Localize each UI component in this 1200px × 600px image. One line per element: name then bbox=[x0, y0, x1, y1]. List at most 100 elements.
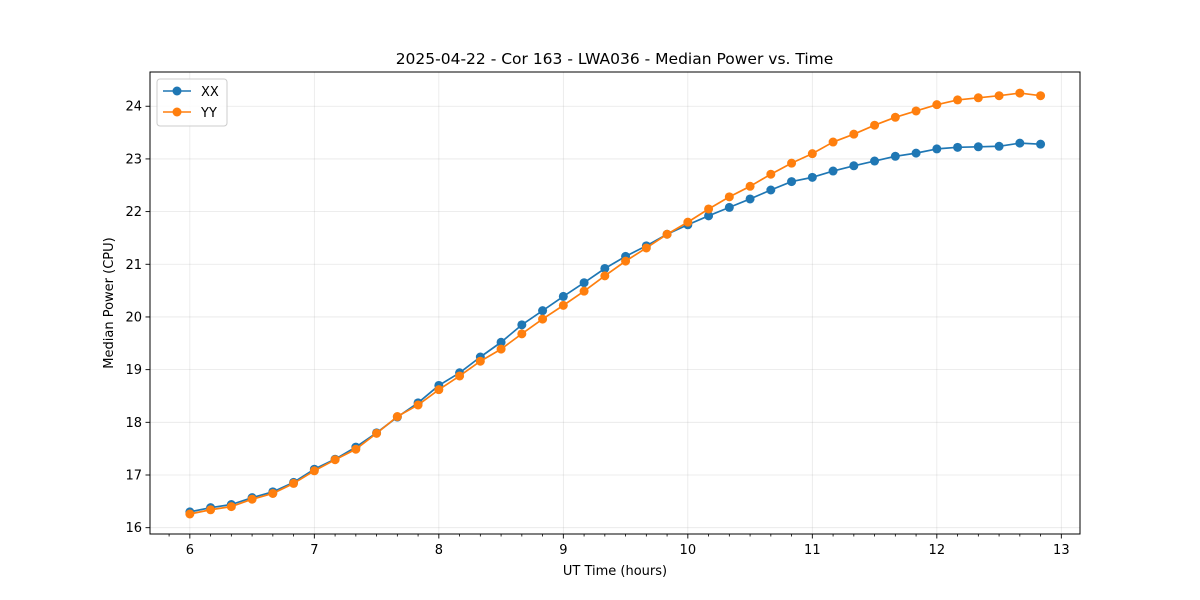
data-point-xx bbox=[558, 291, 568, 301]
y-axis: 16 17 18 19 20 21 22 23 24 bbox=[125, 100, 150, 536]
data-point-xx bbox=[828, 166, 838, 176]
y-tick-label: 16 bbox=[125, 521, 142, 536]
data-point-yy bbox=[185, 509, 195, 519]
data-point-xx bbox=[890, 151, 900, 161]
data-point-yy bbox=[890, 112, 900, 122]
data-point-xx bbox=[704, 211, 714, 221]
x-tick-label: 12 bbox=[929, 543, 946, 558]
y-tick-label: 22 bbox=[125, 205, 142, 220]
data-point-yy bbox=[330, 455, 340, 465]
data-point-yy bbox=[828, 137, 838, 147]
data-point-yy bbox=[807, 149, 817, 159]
x-tick-label: 13 bbox=[1053, 543, 1070, 558]
data-point-yy bbox=[475, 356, 485, 366]
y-axis-label: Median Power (CPU) bbox=[102, 237, 117, 368]
y-tick-label: 23 bbox=[125, 152, 142, 167]
data-point-yy bbox=[309, 466, 319, 476]
series-layer bbox=[185, 88, 1046, 519]
data-point-yy bbox=[579, 286, 589, 296]
data-point-xx bbox=[579, 278, 589, 288]
data-point-yy bbox=[683, 217, 693, 227]
y-tick-label: 24 bbox=[125, 100, 142, 115]
data-point-yy bbox=[558, 300, 568, 310]
data-point-yy bbox=[849, 129, 859, 139]
data-point-xx bbox=[994, 141, 1004, 151]
data-point-yy bbox=[1015, 88, 1025, 98]
legend-label-yy: YY bbox=[200, 106, 217, 121]
data-point-xx bbox=[973, 142, 983, 152]
data-point-yy bbox=[434, 385, 444, 395]
data-point-yy bbox=[766, 169, 776, 179]
x-tick-label: 7 bbox=[310, 543, 318, 558]
chart-title: 2025-04-22 - Cor 163 - LWA036 - Median P… bbox=[396, 50, 834, 68]
x-tick-label: 6 bbox=[186, 543, 194, 558]
data-point-yy bbox=[724, 192, 734, 202]
data-point-yy bbox=[787, 158, 797, 168]
legend-label-xx: XX bbox=[201, 85, 219, 100]
y-tick-label: 21 bbox=[125, 258, 142, 273]
data-point-yy bbox=[1036, 91, 1046, 101]
data-point-xx bbox=[1036, 139, 1046, 149]
grid-lines bbox=[150, 72, 1080, 534]
data-point-yy bbox=[247, 494, 257, 504]
data-point-xx bbox=[787, 177, 797, 187]
data-point-xx bbox=[911, 148, 921, 158]
data-point-yy bbox=[496, 344, 506, 354]
data-point-yy bbox=[392, 412, 402, 422]
data-point-yy bbox=[932, 100, 942, 110]
data-point-yy bbox=[662, 229, 672, 239]
data-point-yy bbox=[911, 106, 921, 116]
data-point-yy bbox=[289, 478, 299, 488]
data-point-yy bbox=[226, 502, 236, 512]
x-tick-label: 8 bbox=[435, 543, 443, 558]
data-point-yy bbox=[994, 91, 1004, 101]
data-point-xx bbox=[932, 144, 942, 154]
data-point-xx bbox=[807, 172, 817, 182]
data-point-yy bbox=[517, 329, 527, 339]
data-point-xx bbox=[517, 320, 527, 330]
x-minor-ticks bbox=[168, 534, 1041, 537]
data-point-xx bbox=[766, 185, 776, 195]
data-point-xx bbox=[600, 263, 610, 273]
legend: XX YY bbox=[156, 78, 228, 127]
legend-marker-yy bbox=[172, 107, 182, 117]
y-tick-label: 20 bbox=[125, 310, 142, 325]
x-tick-label: 9 bbox=[559, 543, 567, 558]
x-axis: 6 7 8 9 10 11 12 13 bbox=[186, 534, 1070, 558]
data-point-yy bbox=[413, 400, 423, 410]
data-point-xx bbox=[870, 156, 880, 166]
data-point-yy bbox=[953, 95, 963, 105]
data-point-yy bbox=[455, 371, 465, 381]
data-point-yy bbox=[870, 120, 880, 130]
plot-frame bbox=[149, 71, 1081, 535]
legend-item-yy: YY bbox=[163, 106, 217, 121]
data-point-yy bbox=[641, 243, 651, 253]
data-point-xx bbox=[1015, 138, 1025, 148]
data-point-yy bbox=[600, 271, 610, 281]
data-point-yy bbox=[372, 428, 382, 438]
y-tick-label: 19 bbox=[125, 363, 142, 378]
legend-marker-xx bbox=[172, 86, 182, 96]
y-tick-label: 18 bbox=[125, 416, 142, 431]
data-point-xx bbox=[724, 202, 734, 212]
data-point-xx bbox=[496, 337, 506, 347]
x-axis-label: UT Time (hours) bbox=[563, 564, 667, 579]
x-tick-label: 11 bbox=[804, 543, 821, 558]
y-tick-label: 17 bbox=[125, 468, 142, 483]
data-point-yy bbox=[621, 256, 631, 266]
x-tick-label: 10 bbox=[680, 543, 697, 558]
data-point-xx bbox=[953, 142, 963, 152]
series-yy bbox=[185, 88, 1046, 519]
data-point-xx bbox=[538, 306, 548, 316]
data-point-yy bbox=[973, 93, 983, 103]
data-point-yy bbox=[704, 204, 714, 214]
data-point-yy bbox=[268, 488, 278, 498]
data-point-yy bbox=[351, 444, 361, 454]
legend-item-xx: XX bbox=[163, 85, 219, 100]
data-point-xx bbox=[849, 161, 859, 171]
data-point-yy bbox=[745, 181, 755, 191]
series-line-xx bbox=[189, 142, 1041, 513]
data-point-yy bbox=[538, 314, 548, 324]
data-point-xx bbox=[745, 194, 755, 204]
